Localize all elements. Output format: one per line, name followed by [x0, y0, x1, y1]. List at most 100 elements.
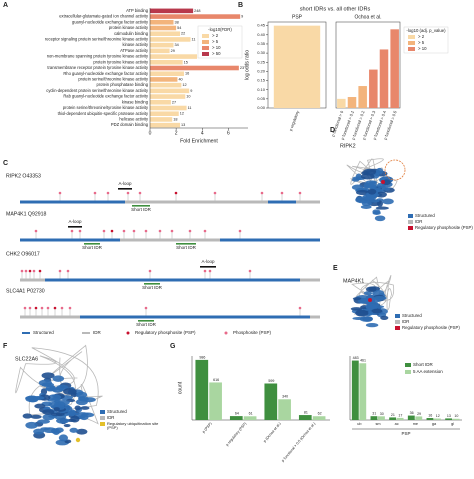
- legend-label: > 5: [418, 40, 425, 45]
- legend-swatch: [408, 226, 413, 230]
- category-label: kinase activity: [123, 42, 149, 47]
- phosphosite: [213, 191, 217, 195]
- y-tick-label: 0.35: [257, 41, 266, 46]
- phosphosite: [40, 306, 44, 310]
- helix: [363, 291, 373, 296]
- legend-swatch: [395, 320, 400, 324]
- category-label: p functional > 0.5 (Ochoa et al.): [281, 422, 316, 463]
- bar: [150, 65, 239, 71]
- category-label: calmodulin binding: [114, 31, 149, 36]
- legend-swatch: [100, 422, 105, 426]
- helix: [51, 386, 64, 393]
- x-tick-label: 2: [175, 130, 178, 136]
- value-label: 16: [428, 413, 432, 417]
- panel-label: G: [170, 343, 176, 350]
- regulatory-site: [174, 191, 178, 195]
- bar: [150, 100, 171, 105]
- legend-label: Regulatory ubiquitination site (PSP): [107, 421, 159, 431]
- chart-title: short IDRs vs. all other IDRs: [300, 6, 371, 12]
- helix: [83, 397, 96, 403]
- legend-swatch: [405, 370, 411, 374]
- phosphosite: [20, 269, 24, 273]
- legend-swatch: [224, 331, 228, 335]
- helix: [382, 198, 394, 205]
- category-label: p (PSP): [202, 422, 213, 434]
- bar: [434, 418, 441, 420]
- helix: [372, 295, 387, 301]
- bar: [378, 416, 385, 420]
- count-label: 11: [188, 106, 192, 110]
- panel-label: E: [333, 265, 338, 272]
- helix: [375, 191, 387, 198]
- bar: [150, 48, 170, 54]
- value-label: 10: [454, 414, 458, 418]
- legend-label: > 50: [212, 51, 221, 56]
- category-label: sm: [375, 422, 380, 426]
- count-label: 13: [181, 123, 185, 127]
- panel-label: A: [3, 2, 8, 9]
- helix: [81, 412, 95, 418]
- domain-segment: [296, 200, 320, 204]
- category-label: protein serine/threonine/tyrosine kinase…: [63, 105, 149, 110]
- structure-title: SLC22A6: [15, 356, 38, 362]
- phosphosite: [34, 229, 38, 233]
- bar: [243, 416, 257, 420]
- legend-label: IDR: [93, 330, 102, 335]
- helix: [372, 209, 381, 215]
- legend-swatch: [408, 47, 415, 51]
- regulatory-site: [75, 437, 81, 443]
- legend-label-box: Regulatory ubiquitination site (PSP): [107, 421, 159, 431]
- y-tick-label: 0.30: [257, 50, 266, 55]
- y-tick-label: 0.20: [257, 68, 266, 73]
- category-label: helicase activity: [119, 117, 149, 122]
- helix: [363, 182, 371, 189]
- count-label: 11: [192, 37, 196, 41]
- value-label: 483: [353, 356, 359, 360]
- legend-swatch: [408, 220, 413, 224]
- count-label: 10: [186, 95, 190, 99]
- bar: [452, 418, 460, 420]
- count-label: 9: [190, 89, 192, 93]
- bar: [359, 363, 367, 420]
- helix: [52, 375, 65, 382]
- bar: [396, 417, 404, 420]
- helix: [367, 199, 380, 203]
- helix: [33, 428, 45, 435]
- legend-title: -log10 (adj. p_value): [406, 28, 446, 33]
- helix: [42, 409, 55, 415]
- idr-loop: [351, 274, 395, 315]
- legend-label: Structured: [402, 313, 422, 318]
- bar: [150, 31, 181, 36]
- category-label: thiol-dependent ubiquitin-specific prote…: [58, 111, 149, 116]
- value-label: 599: [268, 379, 274, 383]
- helix: [350, 307, 363, 311]
- category-label: extracellular-glutamate-gated ion channe…: [59, 14, 149, 19]
- bar: [150, 42, 174, 48]
- phosphosite: [144, 229, 148, 233]
- value-label: 81: [304, 411, 308, 415]
- value-label: 36: [410, 411, 414, 415]
- bar: [264, 383, 278, 420]
- helix: [54, 427, 64, 433]
- short-idr-bar: [138, 320, 154, 322]
- helix: [22, 413, 33, 419]
- short-idr-bar: [84, 243, 100, 245]
- phosphosite: [126, 191, 130, 195]
- bar: [150, 111, 179, 116]
- value-label: 461: [360, 359, 366, 363]
- phosphosite: [158, 229, 162, 233]
- phosphosite: [68, 306, 72, 310]
- short-idr-label: Short IDR: [142, 285, 163, 290]
- y-tick-label: 0.25: [257, 59, 266, 64]
- value-label: 61: [249, 412, 253, 416]
- legend-swatch: [405, 363, 411, 367]
- phosphosite: [60, 306, 64, 310]
- value-label: 64: [235, 412, 239, 416]
- domain-segment: [20, 200, 125, 204]
- value-label: 17: [398, 413, 402, 417]
- value-label: 62: [318, 412, 322, 416]
- count-label: 22: [181, 32, 185, 36]
- count-label: 248: [194, 9, 200, 13]
- short-idr-bar: [132, 205, 150, 207]
